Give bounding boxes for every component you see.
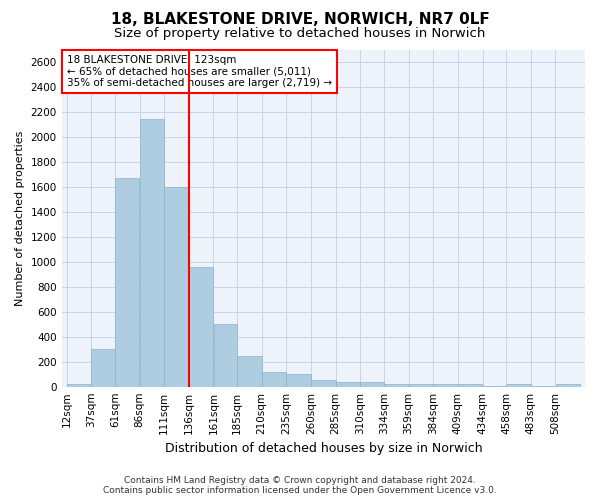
Bar: [189, 267, 214, 386]
Bar: [214, 324, 237, 386]
Bar: [556, 384, 580, 386]
Bar: [140, 118, 164, 386]
Bar: [433, 384, 458, 386]
Bar: [384, 384, 409, 386]
Text: Contains HM Land Registry data © Crown copyright and database right 2024.
Contai: Contains HM Land Registry data © Crown c…: [103, 476, 497, 495]
Bar: [115, 178, 139, 386]
X-axis label: Distribution of detached houses by size in Norwich: Distribution of detached houses by size …: [164, 442, 482, 455]
Bar: [67, 384, 91, 386]
Text: 18, BLAKESTONE DRIVE, NORWICH, NR7 0LF: 18, BLAKESTONE DRIVE, NORWICH, NR7 0LF: [110, 12, 490, 28]
Bar: [336, 382, 360, 386]
Bar: [91, 350, 115, 387]
Bar: [506, 384, 530, 386]
Bar: [311, 380, 335, 386]
Bar: [286, 374, 311, 386]
Bar: [458, 384, 482, 386]
Bar: [164, 187, 188, 386]
Y-axis label: Number of detached properties: Number of detached properties: [15, 130, 25, 306]
Bar: [361, 382, 384, 386]
Text: 18 BLAKESTONE DRIVE: 123sqm
← 65% of detached houses are smaller (5,011)
35% of : 18 BLAKESTONE DRIVE: 123sqm ← 65% of det…: [67, 55, 332, 88]
Bar: [262, 372, 286, 386]
Bar: [237, 356, 262, 386]
Bar: [409, 384, 433, 386]
Text: Size of property relative to detached houses in Norwich: Size of property relative to detached ho…: [115, 28, 485, 40]
